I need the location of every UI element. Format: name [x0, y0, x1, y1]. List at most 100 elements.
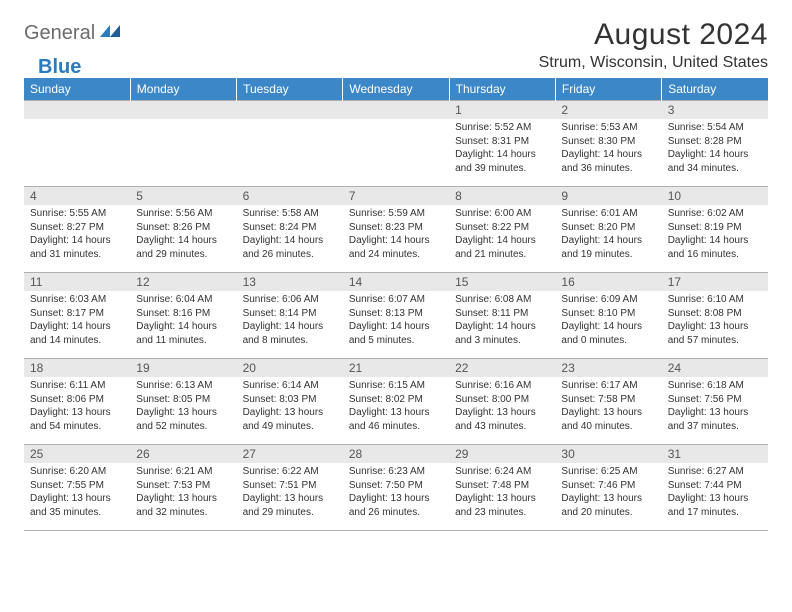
- daylight-text: Daylight: 14 hours and 39 minutes.: [455, 148, 549, 175]
- sunset-text: Sunset: 8:24 PM: [243, 221, 337, 235]
- sunrise-text: Sunrise: 5:56 AM: [136, 207, 230, 221]
- sunrise-text: Sunrise: 6:27 AM: [668, 465, 762, 479]
- day-number: 2: [555, 101, 661, 119]
- day-number: 3: [662, 101, 768, 119]
- day-details: Sunrise: 5:59 AMSunset: 8:23 PMDaylight:…: [343, 205, 449, 265]
- daylight-text: Daylight: 13 hours and 32 minutes.: [136, 492, 230, 519]
- sunrise-text: Sunrise: 6:16 AM: [455, 379, 549, 393]
- logo-mark-icon: [100, 23, 120, 44]
- day-number: 5: [130, 187, 236, 205]
- day-number: 16: [555, 273, 661, 291]
- calendar-day-cell: [237, 101, 343, 187]
- daylight-text: Daylight: 13 hours and 23 minutes.: [455, 492, 549, 519]
- calendar-day-cell: [130, 101, 236, 187]
- sunrise-text: Sunrise: 6:03 AM: [30, 293, 124, 307]
- daylight-text: Daylight: 14 hours and 31 minutes.: [30, 234, 124, 261]
- day-details: Sunrise: 6:20 AMSunset: 7:55 PMDaylight:…: [24, 463, 130, 523]
- sunrise-text: Sunrise: 6:01 AM: [561, 207, 655, 221]
- sunset-text: Sunset: 8:03 PM: [243, 393, 337, 407]
- sunset-text: Sunset: 8:02 PM: [349, 393, 443, 407]
- sunset-text: Sunset: 8:00 PM: [455, 393, 549, 407]
- sunrise-text: Sunrise: 6:04 AM: [136, 293, 230, 307]
- calendar-day-cell: 19Sunrise: 6:13 AMSunset: 8:05 PMDayligh…: [130, 359, 236, 445]
- daylight-text: Daylight: 14 hours and 36 minutes.: [561, 148, 655, 175]
- sunset-text: Sunset: 8:28 PM: [668, 135, 762, 149]
- sunset-text: Sunset: 8:22 PM: [455, 221, 549, 235]
- day-details: Sunrise: 5:56 AMSunset: 8:26 PMDaylight:…: [130, 205, 236, 265]
- daylight-text: Daylight: 14 hours and 3 minutes.: [455, 320, 549, 347]
- calendar-day-cell: 9Sunrise: 6:01 AMSunset: 8:20 PMDaylight…: [555, 187, 661, 273]
- calendar-day-cell: 30Sunrise: 6:25 AMSunset: 7:46 PMDayligh…: [555, 445, 661, 531]
- sunrise-text: Sunrise: 6:10 AM: [668, 293, 762, 307]
- logo: General: [24, 18, 122, 45]
- sunset-text: Sunset: 8:17 PM: [30, 307, 124, 321]
- day-details: Sunrise: 6:01 AMSunset: 8:20 PMDaylight:…: [555, 205, 661, 265]
- day-number: 23: [555, 359, 661, 377]
- day-details: Sunrise: 5:58 AMSunset: 8:24 PMDaylight:…: [237, 205, 343, 265]
- day-details: Sunrise: 6:16 AMSunset: 8:00 PMDaylight:…: [449, 377, 555, 437]
- calendar-day-cell: 18Sunrise: 6:11 AMSunset: 8:06 PMDayligh…: [24, 359, 130, 445]
- daylight-text: Daylight: 14 hours and 16 minutes.: [668, 234, 762, 261]
- day-number: 6: [237, 187, 343, 205]
- calendar-day-cell: 6Sunrise: 5:58 AMSunset: 8:24 PMDaylight…: [237, 187, 343, 273]
- sunset-text: Sunset: 8:20 PM: [561, 221, 655, 235]
- sunset-text: Sunset: 7:50 PM: [349, 479, 443, 493]
- calendar-day-cell: 20Sunrise: 6:14 AMSunset: 8:03 PMDayligh…: [237, 359, 343, 445]
- sunset-text: Sunset: 8:27 PM: [30, 221, 124, 235]
- logo-text-general: General: [24, 22, 95, 45]
- sunset-text: Sunset: 8:31 PM: [455, 135, 549, 149]
- daylight-text: Daylight: 14 hours and 34 minutes.: [668, 148, 762, 175]
- calendar-day-cell: [24, 101, 130, 187]
- weekday-header: Tuesday: [237, 78, 343, 101]
- calendar-day-cell: 29Sunrise: 6:24 AMSunset: 7:48 PMDayligh…: [449, 445, 555, 531]
- calendar-day-cell: 12Sunrise: 6:04 AMSunset: 8:16 PMDayligh…: [130, 273, 236, 359]
- weekday-header: Sunday: [24, 78, 130, 101]
- calendar-day-cell: 11 Sunrise: 6:03 AMSunset: 8:17 PMDayligh…: [24, 273, 130, 359]
- day-details: Sunrise: 6:15 AMSunset: 8:02 PMDaylight:…: [343, 377, 449, 437]
- calendar-week-row: 11Sunrise: 6:03 AMSunset: 8:17 PMDayligh…: [24, 273, 768, 359]
- day-number: 22: [449, 359, 555, 377]
- daylight-text: Daylight: 13 hours and 40 minutes.: [561, 406, 655, 433]
- day-number: 21: [343, 359, 449, 377]
- sunset-text: Sunset: 8:08 PM: [668, 307, 762, 321]
- sunrise-text: Sunrise: 5:53 AM: [561, 121, 655, 135]
- sunrise-text: Sunrise: 6:07 AM: [349, 293, 443, 307]
- calendar-day-cell: 17Sunrise: 6:10 AMSunset: 8:08 PMDayligh…: [662, 273, 768, 359]
- day-details: Sunrise: 5:52 AMSunset: 8:31 PMDaylight:…: [449, 119, 555, 179]
- day-details: Sunrise: 6:09 AMSunset: 8:10 PMDaylight:…: [555, 291, 661, 351]
- day-details: Sunrise: 6:10 AMSunset: 8:08 PMDaylight:…: [662, 291, 768, 351]
- sunset-text: Sunset: 8:16 PM: [136, 307, 230, 321]
- calendar-day-cell: 14Sunrise: 6:07 AMSunset: 8:13 PMDayligh…: [343, 273, 449, 359]
- calendar-day-cell: 22Sunrise: 6:16 AMSunset: 8:00 PMDayligh…: [449, 359, 555, 445]
- daylight-text: Daylight: 13 hours and 46 minutes.: [349, 406, 443, 433]
- day-number: 20: [237, 359, 343, 377]
- day-details: Sunrise: 6:17 AMSunset: 7:58 PMDaylight:…: [555, 377, 661, 437]
- day-details: Sunrise: 5:54 AMSunset: 8:28 PMDaylight:…: [662, 119, 768, 179]
- calendar-day-cell: 13Sunrise: 6:06 AMSunset: 8:14 PMDayligh…: [237, 273, 343, 359]
- day-number: 4: [24, 187, 130, 205]
- daylight-text: Daylight: 14 hours and 14 minutes.: [30, 320, 124, 347]
- calendar-day-cell: 16Sunrise: 6:09 AMSunset: 8:10 PMDayligh…: [555, 273, 661, 359]
- calendar-table: SundayMondayTuesdayWednesdayThursdayFrid…: [24, 78, 768, 531]
- calendar-day-cell: 24Sunrise: 6:18 AMSunset: 7:56 PMDayligh…: [662, 359, 768, 445]
- calendar-day-cell: 28Sunrise: 6:23 AMSunset: 7:50 PMDayligh…: [343, 445, 449, 531]
- weekday-header-row: SundayMondayTuesdayWednesdayThursdayFrid…: [24, 78, 768, 101]
- daylight-text: Daylight: 13 hours and 54 minutes.: [30, 406, 124, 433]
- daylight-text: Daylight: 14 hours and 21 minutes.: [455, 234, 549, 261]
- day-number: [237, 101, 343, 119]
- sunset-text: Sunset: 7:46 PM: [561, 479, 655, 493]
- sunrise-text: Sunrise: 5:54 AM: [668, 121, 762, 135]
- daylight-text: Daylight: 13 hours and 17 minutes.: [668, 492, 762, 519]
- day-number: 11: [24, 273, 130, 291]
- sunset-text: Sunset: 8:05 PM: [136, 393, 230, 407]
- day-number: 13: [237, 273, 343, 291]
- daylight-text: Daylight: 13 hours and 43 minutes.: [455, 406, 549, 433]
- sunrise-text: Sunrise: 6:22 AM: [243, 465, 337, 479]
- calendar-day-cell: 1Sunrise: 5:52 AMSunset: 8:31 PMDaylight…: [449, 101, 555, 187]
- sunrise-text: Sunrise: 5:55 AM: [30, 207, 124, 221]
- day-number: 8: [449, 187, 555, 205]
- day-details: Sunrise: 6:07 AMSunset: 8:13 PMDaylight:…: [343, 291, 449, 351]
- calendar-day-cell: 7Sunrise: 5:59 AMSunset: 8:23 PMDaylight…: [343, 187, 449, 273]
- sunrise-text: Sunrise: 6:06 AM: [243, 293, 337, 307]
- day-details: Sunrise: 6:22 AMSunset: 7:51 PMDaylight:…: [237, 463, 343, 523]
